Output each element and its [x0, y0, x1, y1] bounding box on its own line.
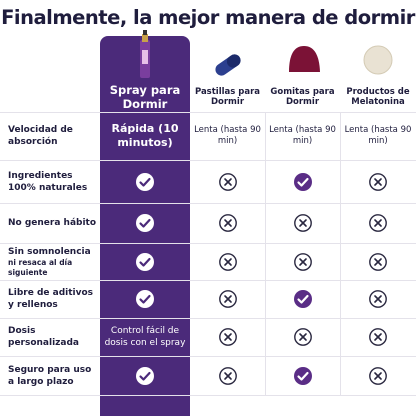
tablet	[363, 45, 393, 75]
check-icon	[136, 290, 154, 308]
row-label: Ingredientes 100% naturales	[0, 160, 100, 203]
cross-icon	[218, 328, 237, 346]
spray-bottle	[140, 30, 150, 78]
row-divider	[0, 280, 416, 281]
row-label-line: Sin somnolencia	[8, 246, 91, 257]
cell-text: Lenta (hasta 90 min)	[194, 125, 261, 146]
row-label: Libre de aditivos y rellenos	[0, 280, 100, 318]
cross-icon	[369, 328, 387, 346]
cell-text: Lenta (hasta 90 min)	[344, 125, 412, 146]
column-header: Gomitas para Dormir	[270, 87, 335, 107]
column-header: Pastillas para Dormir	[194, 87, 261, 107]
cross-icon	[218, 214, 237, 232]
row-label: Velocidad de absorción	[0, 112, 100, 160]
product-images	[140, 30, 393, 78]
cross-icon	[369, 290, 387, 308]
title: Finalmente, la mejor manera de dormir	[1, 6, 415, 29]
row-label-line: ni resaca al día siguiente	[8, 257, 73, 277]
column-header: Spray para Dormir	[109, 83, 181, 111]
check-icon	[136, 172, 154, 191]
row-label: Dosis personalizada	[0, 318, 100, 356]
row-label: Sin somnolencia ni resaca al día siguient…	[0, 243, 100, 280]
check-icon	[136, 366, 154, 385]
row-label-line: Libre de aditivos y rellenos	[8, 288, 94, 310]
check-icon	[293, 172, 312, 191]
row-divider	[0, 203, 416, 204]
cross-icon	[369, 366, 387, 385]
row-label: Seguro para uso a largo plazo	[0, 356, 100, 395]
row-divider	[0, 318, 416, 319]
column-divider	[265, 112, 266, 395]
check-icon	[293, 290, 312, 308]
gummy	[289, 46, 320, 72]
cross-icon	[293, 252, 312, 271]
row-label-line: Dosis personalizada	[8, 326, 80, 348]
row-label-line: No genera hábito	[8, 218, 97, 228]
row-divider	[0, 395, 416, 396]
check-icon	[293, 366, 312, 385]
row-label-line: Ingredientes 100% naturales	[8, 170, 88, 193]
row-label: No genera hábito	[0, 203, 100, 243]
row-label-line: Velocidad de absorción	[8, 125, 73, 147]
cross-icon	[218, 366, 237, 385]
cross-icon	[369, 214, 387, 232]
cell-text: Control fácil de dosis con el spray	[104, 326, 186, 348]
check-icon	[136, 252, 154, 271]
column-header: Productos de Melatonina	[346, 87, 410, 107]
cross-icon	[218, 172, 237, 191]
cell-text: Rápida (10 minutos)	[111, 122, 179, 149]
column-divider	[340, 112, 341, 395]
cell-text: Lenta (hasta 90 min)	[269, 125, 336, 146]
row-divider	[0, 112, 416, 113]
cross-icon	[369, 252, 387, 271]
cross-icon	[218, 252, 237, 271]
cross-icon	[293, 328, 312, 346]
row-label-line: Seguro para uso a largo plazo	[8, 364, 92, 387]
check-icon	[136, 214, 154, 232]
cross-icon	[369, 172, 387, 191]
pill	[215, 54, 241, 76]
row-divider	[0, 160, 416, 161]
cross-icon	[218, 290, 237, 308]
cross-icon	[293, 214, 312, 232]
row-divider	[0, 356, 416, 357]
row-divider	[0, 243, 416, 244]
